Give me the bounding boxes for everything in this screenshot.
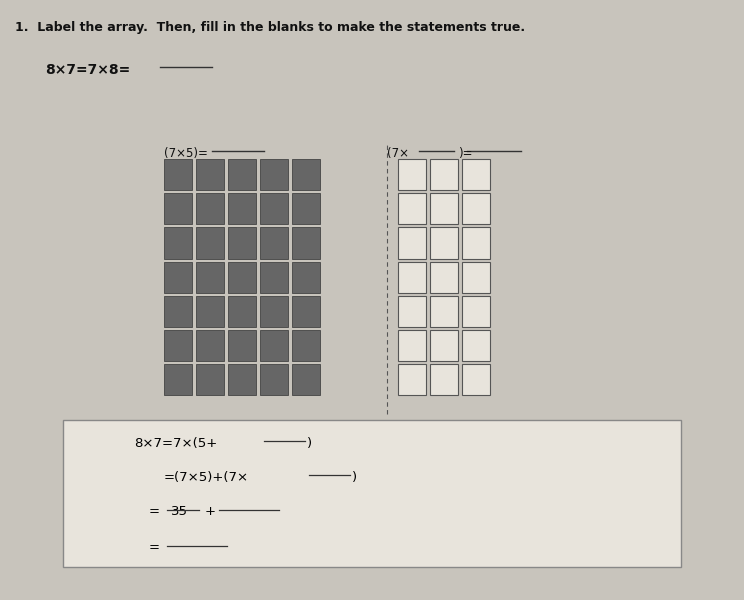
Text: 8×7=7×(5+: 8×7=7×(5+ bbox=[134, 437, 217, 450]
Text: (7×5)=: (7×5)= bbox=[164, 147, 208, 160]
Bar bbox=[164, 364, 192, 395]
Bar bbox=[228, 193, 256, 224]
Bar bbox=[292, 296, 320, 327]
Bar bbox=[430, 193, 458, 224]
Bar bbox=[430, 330, 458, 361]
Bar bbox=[462, 296, 490, 327]
Bar bbox=[398, 159, 426, 190]
Bar bbox=[228, 159, 256, 190]
Bar bbox=[398, 227, 426, 259]
Bar bbox=[164, 330, 192, 361]
Bar bbox=[398, 330, 426, 361]
Bar bbox=[260, 193, 288, 224]
Bar bbox=[164, 193, 192, 224]
Text: ): ) bbox=[352, 471, 357, 484]
Bar bbox=[292, 262, 320, 293]
Text: 35: 35 bbox=[171, 505, 188, 518]
Bar bbox=[462, 330, 490, 361]
Bar bbox=[228, 262, 256, 293]
FancyBboxPatch shape bbox=[63, 420, 681, 567]
Bar bbox=[398, 262, 426, 293]
Bar bbox=[196, 193, 224, 224]
Text: 8×7=7×8=: 8×7=7×8= bbox=[45, 63, 130, 77]
Text: ): ) bbox=[307, 437, 312, 450]
Text: =: = bbox=[149, 541, 160, 554]
Text: 1.  Label the array.  Then, fill in the blanks to make the statements true.: 1. Label the array. Then, fill in the bl… bbox=[15, 21, 525, 34]
Bar bbox=[462, 159, 490, 190]
Bar bbox=[462, 227, 490, 259]
Bar bbox=[164, 296, 192, 327]
Bar bbox=[430, 364, 458, 395]
Text: =(7×5)+(7×: =(7×5)+(7× bbox=[164, 471, 248, 484]
Bar bbox=[398, 364, 426, 395]
Bar bbox=[398, 193, 426, 224]
Bar bbox=[430, 296, 458, 327]
Bar bbox=[228, 227, 256, 259]
Bar bbox=[260, 296, 288, 327]
Bar bbox=[228, 364, 256, 395]
Bar bbox=[292, 159, 320, 190]
Text: )=: )= bbox=[458, 147, 472, 160]
Bar bbox=[164, 262, 192, 293]
Bar bbox=[260, 262, 288, 293]
Bar bbox=[228, 330, 256, 361]
Bar bbox=[164, 159, 192, 190]
Text: (7×: (7× bbox=[387, 147, 409, 160]
Bar bbox=[196, 296, 224, 327]
Bar bbox=[430, 159, 458, 190]
Text: =: = bbox=[149, 505, 160, 518]
Bar bbox=[164, 227, 192, 259]
Bar bbox=[462, 364, 490, 395]
Bar bbox=[462, 193, 490, 224]
Text: +: + bbox=[205, 505, 216, 518]
Bar bbox=[196, 364, 224, 395]
Bar bbox=[398, 296, 426, 327]
Bar bbox=[260, 330, 288, 361]
Bar bbox=[462, 262, 490, 293]
Bar bbox=[292, 227, 320, 259]
Bar bbox=[228, 296, 256, 327]
Bar bbox=[196, 330, 224, 361]
Bar bbox=[196, 159, 224, 190]
Bar bbox=[292, 330, 320, 361]
Bar bbox=[430, 262, 458, 293]
Bar bbox=[260, 364, 288, 395]
Bar bbox=[260, 227, 288, 259]
Bar bbox=[196, 227, 224, 259]
Bar bbox=[292, 193, 320, 224]
Bar bbox=[260, 159, 288, 190]
Bar bbox=[292, 364, 320, 395]
Bar bbox=[196, 262, 224, 293]
Bar bbox=[430, 227, 458, 259]
